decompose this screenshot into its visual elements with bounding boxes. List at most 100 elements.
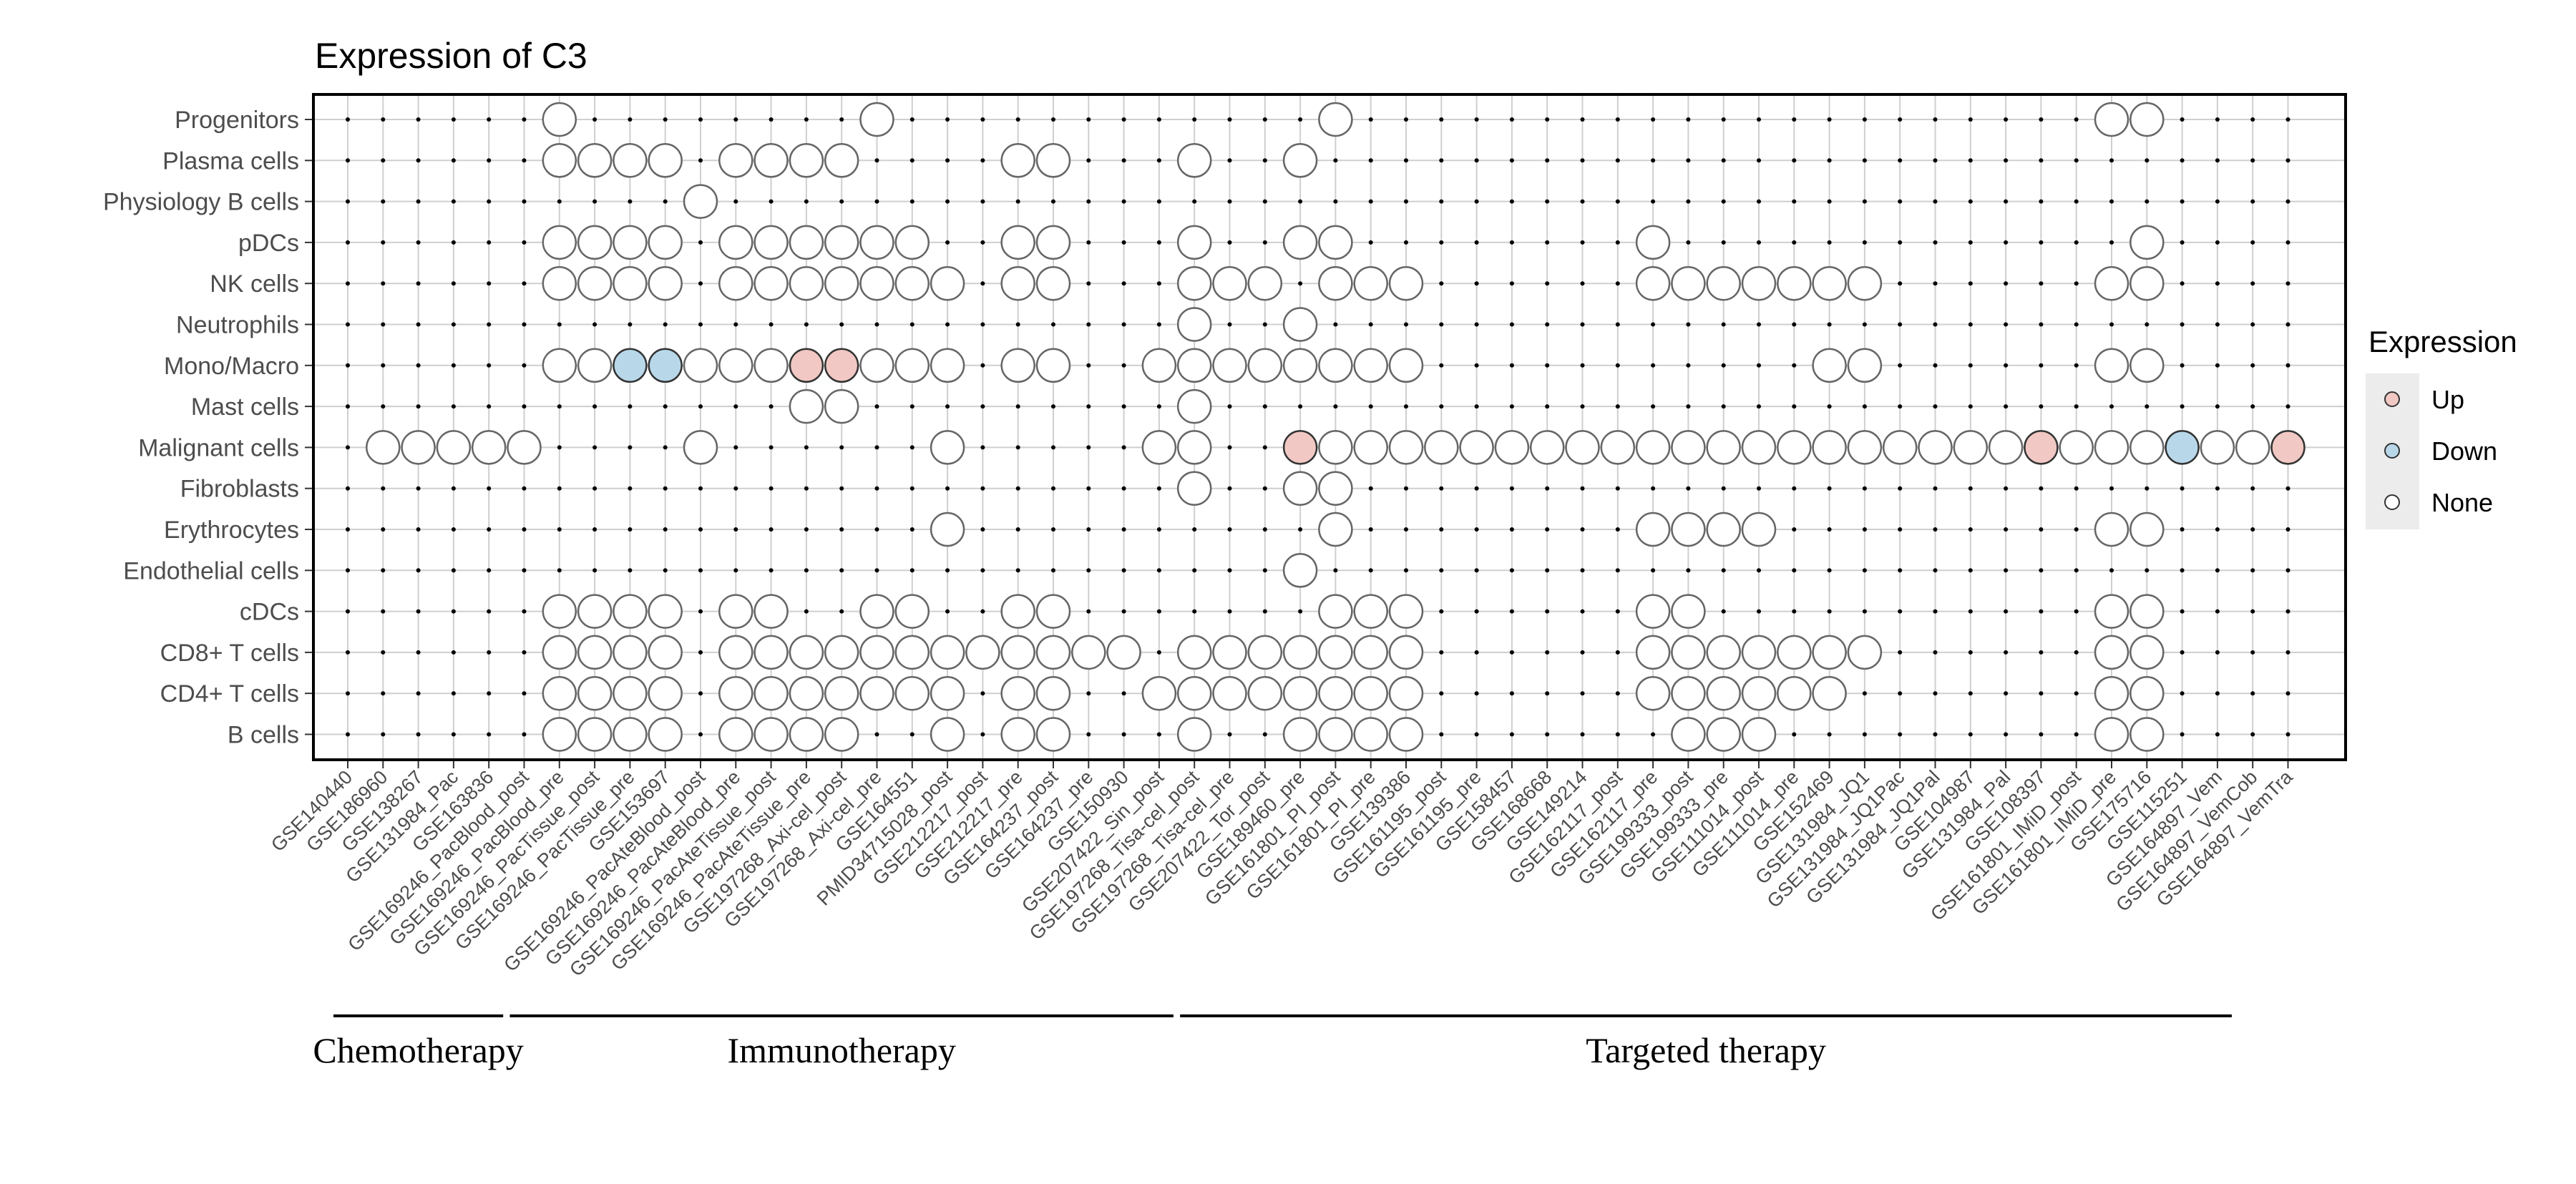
expression-point-none	[789, 143, 824, 178]
expression-point-none	[1812, 675, 1847, 711]
empty-cell-dot	[1439, 158, 1444, 163]
empty-cell-dot	[522, 568, 527, 573]
empty-cell-dot	[1509, 527, 1514, 532]
empty-cell-dot	[2004, 404, 2009, 409]
expression-point-none	[1812, 348, 1847, 383]
empty-cell-dot	[2039, 363, 2044, 368]
expression-point-none	[2129, 635, 2165, 670]
expression-point-none	[1494, 430, 1530, 465]
empty-cell-dot	[1051, 404, 1055, 409]
empty-cell-dot	[2004, 240, 2009, 245]
expression-point-none	[542, 225, 577, 260]
empty-cell-dot	[1968, 363, 1973, 368]
empty-cell-dot	[1580, 527, 1585, 532]
empty-cell-dot	[1580, 199, 1585, 204]
empty-cell-dot	[1509, 609, 1514, 614]
expression-point-none	[1671, 265, 1706, 301]
empty-cell-dot	[2039, 568, 2044, 573]
empty-cell-dot	[2215, 732, 2220, 737]
empty-cell-dot	[1651, 732, 1656, 737]
expression-point-none	[1635, 225, 1671, 260]
empty-cell-dot	[1827, 732, 1832, 737]
empty-cell-dot	[628, 568, 633, 573]
expression-point-down	[613, 348, 648, 383]
empty-cell-dot	[381, 609, 386, 614]
empty-cell-dot	[1156, 404, 1161, 409]
empty-cell-dot	[839, 527, 844, 532]
expression-point-none	[648, 675, 683, 711]
empty-cell-dot	[1792, 732, 1797, 737]
expression-point-none	[1847, 430, 1883, 465]
empty-cell-dot	[1086, 322, 1091, 327]
empty-cell-dot	[1086, 527, 1091, 532]
expression-point-none	[1247, 348, 1283, 383]
expression-point-none	[1141, 430, 1177, 465]
expression-point-none	[894, 225, 930, 260]
expression-point-none	[859, 594, 894, 629]
empty-cell-dot	[1757, 158, 1761, 163]
empty-cell-dot	[1298, 117, 1303, 122]
legend-label: Down	[2431, 436, 2497, 466]
empty-cell-dot	[1792, 117, 1797, 122]
empty-cell-dot	[522, 199, 527, 204]
empty-cell-dot	[1933, 158, 1938, 163]
empty-cell-dot	[487, 117, 492, 122]
empty-cell-dot	[1262, 322, 1267, 327]
empty-cell-dot	[2145, 486, 2150, 491]
empty-cell-dot	[628, 404, 633, 409]
empty-cell-dot	[2180, 486, 2185, 491]
expression-point-none	[1459, 430, 1494, 465]
empty-cell-dot	[980, 117, 985, 122]
empty-cell-dot	[1721, 609, 1726, 614]
empty-cell-dot	[2250, 404, 2255, 409]
expression-point-up	[824, 348, 859, 383]
empty-cell-dot	[451, 650, 456, 655]
expression-point-none	[1071, 635, 1106, 670]
empty-cell-dot	[487, 732, 492, 737]
empty-cell-dot	[522, 158, 527, 163]
expression-point-none	[753, 143, 789, 178]
empty-cell-dot	[2215, 486, 2220, 491]
empty-cell-dot	[663, 486, 668, 491]
empty-cell-dot	[1968, 158, 1973, 163]
expression-point-none	[1388, 635, 1424, 670]
expression-point-none	[1212, 675, 1247, 711]
empty-cell-dot	[1862, 240, 1867, 245]
empty-cell-dot	[346, 527, 350, 532]
empty-cell-dot	[945, 117, 950, 122]
empty-cell-dot	[980, 322, 985, 327]
expression-point-none	[894, 348, 930, 383]
row-label: Fibroblasts	[180, 476, 299, 503]
empty-cell-dot	[1439, 322, 1444, 327]
empty-cell-dot	[1192, 117, 1197, 122]
expression-point-none	[1847, 348, 1883, 383]
legend-label: None	[2431, 488, 2493, 517]
expression-point-none	[1247, 675, 1283, 711]
empty-cell-dot	[2215, 691, 2220, 696]
empty-cell-dot	[1262, 240, 1267, 245]
empty-cell-dot	[1580, 609, 1585, 614]
empty-cell-dot	[451, 363, 456, 368]
expression-point-none	[1035, 717, 1071, 752]
expression-point-none	[648, 265, 683, 301]
empty-cell-dot	[1192, 527, 1197, 532]
expression-point-none	[1988, 430, 2024, 465]
empty-cell-dot	[1545, 486, 1550, 491]
empty-cell-dot	[592, 568, 597, 573]
empty-cell-dot	[1509, 363, 1514, 368]
expression-point-none	[1671, 717, 1706, 752]
empty-cell-dot	[557, 322, 562, 327]
empty-cell-dot	[1015, 117, 1020, 122]
expression-point-none	[2129, 265, 2165, 301]
empty-cell-dot	[1439, 609, 1444, 614]
expression-point-none	[859, 348, 894, 383]
empty-cell-dot	[1862, 117, 1867, 122]
empty-cell-dot	[1086, 199, 1091, 204]
empty-cell-dot	[451, 609, 456, 614]
empty-cell-dot	[2215, 322, 2220, 327]
empty-cell-dot	[381, 404, 386, 409]
empty-cell-dot	[1898, 486, 1903, 491]
empty-cell-dot	[1051, 445, 1055, 450]
empty-cell-dot	[1615, 732, 1620, 737]
expression-point-none	[1777, 265, 1812, 301]
